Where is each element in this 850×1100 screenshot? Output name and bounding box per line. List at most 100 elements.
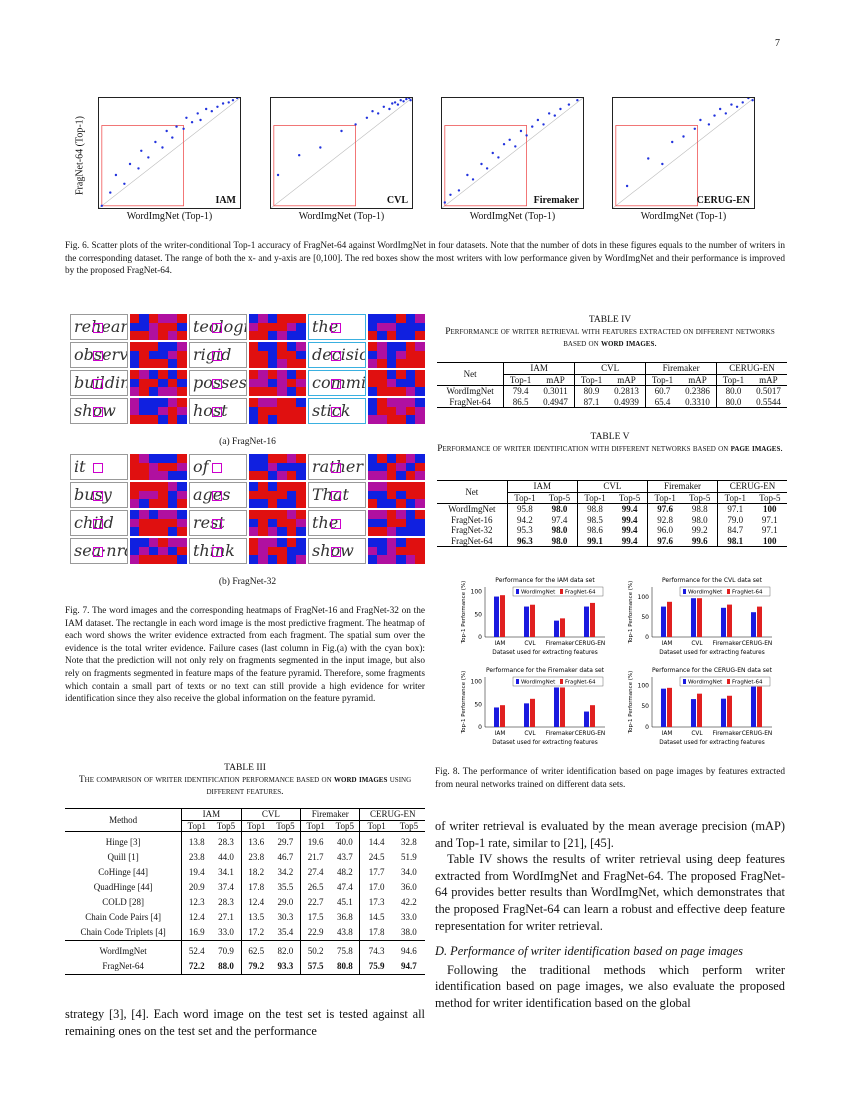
predictive-fragment-box [331, 491, 342, 501]
scatter-point [724, 112, 727, 115]
sub-header: Top-1 [645, 373, 679, 386]
table-cell: 0.3310 [685, 396, 710, 407]
scatter-point [399, 99, 402, 102]
heatmap [367, 370, 426, 396]
table-row: Chain Code Triplets [4] 16.9 33.0 17.2 35.4 2… [65, 925, 425, 941]
scatter-point [175, 125, 178, 128]
word-image: stick [308, 398, 366, 424]
scatter-point [466, 173, 469, 177]
word-text: observes [74, 345, 128, 364]
word-image: That [308, 482, 366, 508]
table-cell: 12.4 [181, 910, 212, 925]
table-cell: 17.2 [240, 925, 271, 941]
low-performance-box [444, 125, 527, 207]
word-image: rest [189, 510, 247, 536]
table-cell: 87.1 [574, 396, 608, 408]
table-cell: 36.8 [336, 912, 353, 922]
scatter-point [319, 146, 322, 149]
word-text: committed [312, 373, 365, 392]
legend-label: FragNet-64 [565, 680, 596, 686]
table-cell: 75.8 [330, 940, 360, 959]
scatter-point [182, 127, 185, 130]
scatter-point [671, 140, 674, 144]
y-axis-label: Top-1 Performance (%) [461, 671, 467, 735]
predictive-fragment-box [331, 323, 342, 333]
sub-header: mAP [749, 373, 787, 386]
group-header: IAM [181, 808, 242, 820]
scatter-point [221, 102, 225, 105]
table-cell: 80.0 [716, 396, 750, 408]
table-cell: WordImgNet [437, 385, 504, 397]
table-cell: 37.4 [218, 882, 234, 892]
x-tick-label: Firemaker [713, 641, 742, 647]
table-cell: 74.3 [359, 940, 393, 959]
table-cell: 98.0 [542, 503, 578, 515]
table-cell: Chain Code Pairs [4] [85, 912, 161, 922]
group-header: CVL [576, 480, 648, 492]
x-tick-label: CERUG-EN [742, 731, 773, 737]
table-cell: 0.2386 [678, 385, 717, 397]
x-tick-label: Firemaker [546, 731, 575, 737]
scatter-point [123, 182, 126, 185]
table-cell: 0.5544 [756, 396, 781, 407]
scatter-point [276, 173, 280, 177]
table3-label: TABLE III [224, 763, 266, 773]
fig7b-grid: it of rather busy ages That child rest the sea·nr… [70, 454, 425, 564]
sub-header: Top-1 [646, 491, 683, 504]
scatter-point [185, 116, 188, 119]
x-tick-label: Firemaker [713, 731, 742, 737]
group-header: CVL [240, 808, 301, 820]
sub-header: Top-5 [542, 491, 578, 504]
x-tick-label: Firemaker [546, 641, 575, 647]
scatter-point [525, 134, 528, 137]
legend-swatch [560, 589, 563, 594]
title: Performance of writer retrieval with fea… [445, 327, 775, 349]
scatter-point [137, 167, 140, 170]
diagonal-line [98, 97, 241, 209]
table-cell: 21.7 [300, 850, 331, 865]
bar-chart-iam: Performance for the IAM data set 0 50 100 To… [445, 575, 610, 665]
bar-WordImgNet [691, 699, 696, 727]
group-header: Firemaker [646, 480, 718, 492]
scatter-point [480, 162, 483, 166]
scatter-point [699, 118, 702, 122]
heatmap [248, 370, 307, 396]
table4-label: TABLE IV [588, 315, 632, 325]
heatmap [248, 510, 307, 536]
table-cell: 97.4 [551, 514, 568, 525]
predictive-fragment-box [212, 323, 223, 333]
scatter-point [741, 101, 744, 104]
x-tick-label: CERUG-EN [575, 641, 606, 647]
scatter-point [730, 103, 733, 106]
legend: WordImgNet FragNet-64 [679, 586, 771, 597]
heatmap [248, 454, 307, 480]
table5-caption: TABLE V Performance of writer identifica… [435, 431, 785, 455]
group-header: IAM [506, 480, 578, 492]
legend-swatch [683, 679, 686, 684]
title: Performance of writer identification wit… [437, 444, 731, 454]
scatter-point [497, 156, 500, 159]
table-cell: 34.1 [218, 867, 234, 877]
table-cell: 98.0 [691, 514, 708, 525]
title-end: . [780, 444, 783, 454]
table-cell: 0.3011 [536, 385, 575, 397]
table-cell: 22.7 [300, 895, 331, 910]
y-axis-label: Top-1 Performance (%) [628, 671, 634, 735]
scatter-point [536, 118, 540, 122]
word-image: observes [70, 342, 128, 368]
page-number: 7 [775, 38, 780, 49]
table-cell: 99.4 [621, 525, 638, 535]
bar-WordImgNet [691, 598, 696, 637]
scatter-point [393, 101, 397, 104]
x-tick-label: CVL [524, 731, 536, 737]
table-cell: 44.0 [218, 852, 234, 862]
table-cell: 33.0 [401, 912, 417, 922]
word-text: it [74, 457, 86, 476]
table-cell: 60.7 [645, 385, 679, 397]
table-cell: 96.3 [506, 535, 543, 547]
heatmap [367, 482, 426, 508]
scatter-point [485, 167, 489, 170]
table-cell: 0.5017 [749, 385, 787, 397]
table4-caption: TABLE IV Performance of writer retrieval… [435, 314, 785, 350]
low-performance-box [101, 125, 184, 207]
